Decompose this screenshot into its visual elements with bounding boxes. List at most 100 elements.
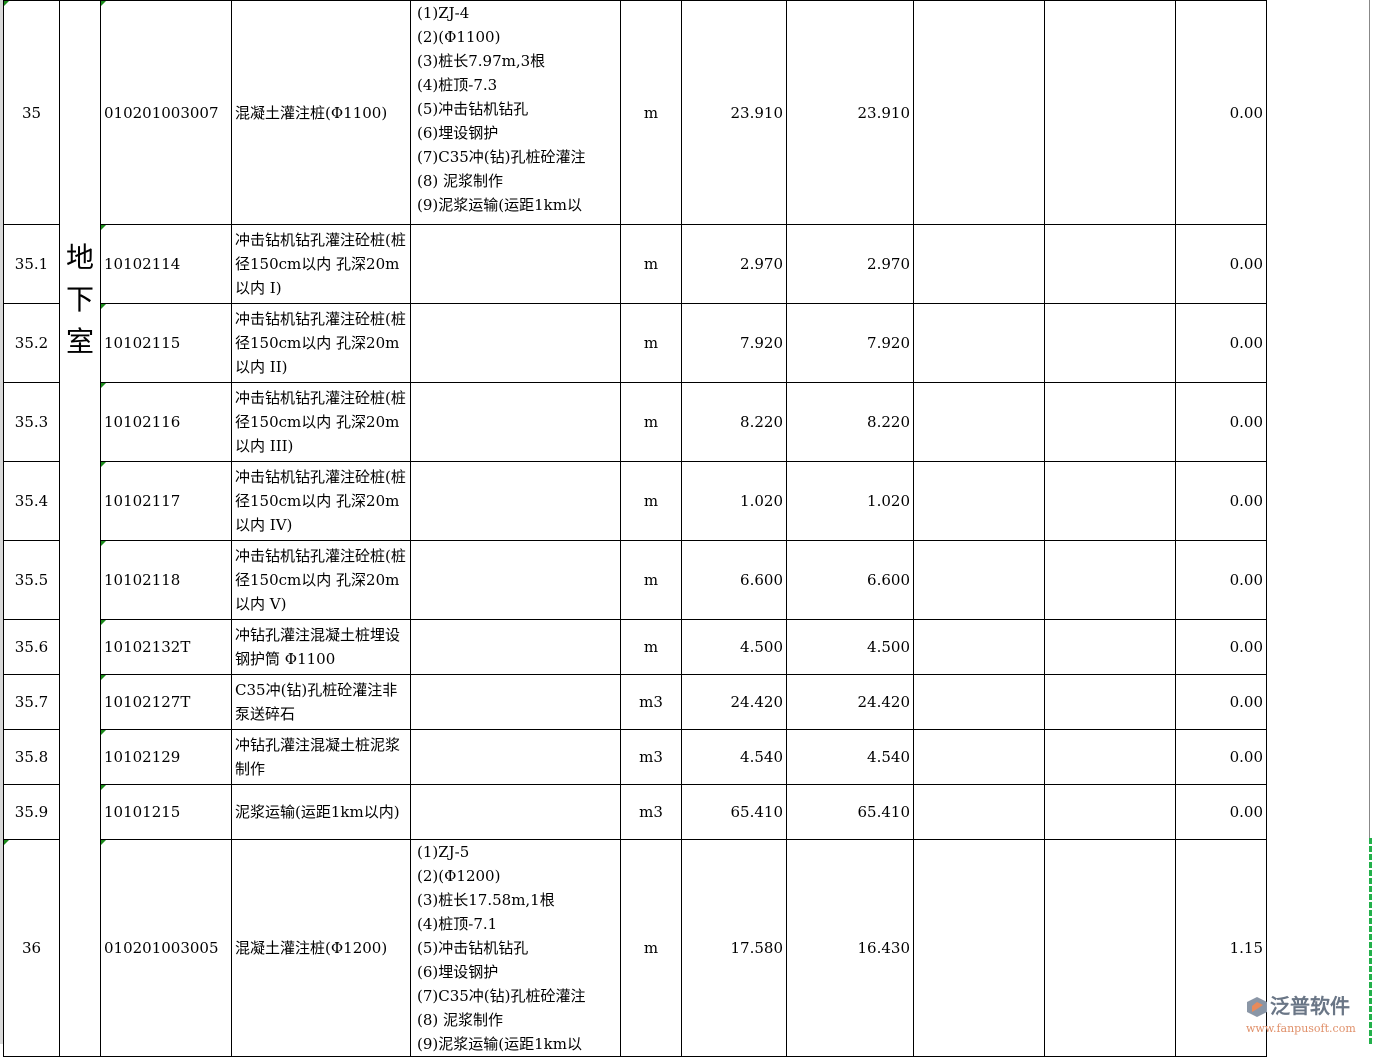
cell-col9[interactable] [1044,0,1176,225]
cell-col8[interactable] [913,729,1045,785]
cell-col8[interactable] [913,540,1045,620]
cell-col9[interactable] [1044,224,1176,304]
cell-features[interactable] [410,540,621,620]
cell-col8[interactable] [913,0,1045,225]
cell-name[interactable]: 冲击钻机钻孔灌注砼桩(桩径150cm以内 孔深20m以内 IV) [231,461,411,541]
cell-features[interactable] [410,382,621,462]
cell-code[interactable]: 10102132T [100,619,232,675]
cell-quantity[interactable]: 4.500 [681,619,787,675]
cell-name[interactable]: C35冲(钻)孔桩砼灌注非泵送碎石 [231,674,411,730]
cell-unit[interactable]: m [620,224,682,304]
cell-quantity-2[interactable]: 23.910 [786,0,914,225]
cell-features[interactable] [410,674,621,730]
cell-col9[interactable] [1044,729,1176,785]
cell-code[interactable]: 10101215 [100,784,232,840]
cell-quantity-2[interactable]: 4.540 [786,729,914,785]
cell-item-no[interactable]: 35.2 [3,303,60,383]
cell-quantity[interactable]: 23.910 [681,0,787,225]
cell-col10[interactable]: 0.00 [1175,784,1267,840]
cell-item-no[interactable]: 35.9 [3,784,60,840]
cell-code[interactable]: 010201003007 [100,0,232,225]
cell-features[interactable] [410,729,621,785]
cell-name[interactable]: 冲击钻机钻孔灌注砼桩(桩径150cm以内 孔深20m以内 III) [231,382,411,462]
cell-quantity-2[interactable]: 8.220 [786,382,914,462]
cell-name[interactable]: 泥浆运输(运距1km以内) [231,784,411,840]
cell-unit[interactable]: m3 [620,674,682,730]
cell-item-no[interactable]: 35.6 [3,619,60,675]
cell-unit[interactable]: m3 [620,784,682,840]
cell-item-no[interactable]: 35.3 [3,382,60,462]
cell-code[interactable]: 10102117 [100,461,232,541]
cell-features[interactable] [410,619,621,675]
cell-col9[interactable] [1044,619,1176,675]
cell-name[interactable]: 混凝土灌注桩(Φ1100) [231,0,411,225]
cell-col9[interactable] [1044,382,1176,462]
cell-name[interactable]: 冲钻孔灌注混凝土桩埋设钢护筒 Φ1100 [231,619,411,675]
cell-col10[interactable]: 0.00 [1175,729,1267,785]
cell-quantity[interactable]: 1.020 [681,461,787,541]
cell-col10[interactable]: 0.00 [1175,0,1267,225]
cell-name[interactable]: 冲钻孔灌注混凝土桩泥浆制作 [231,729,411,785]
cell-quantity[interactable]: 8.220 [681,382,787,462]
cell-col8[interactable] [913,619,1045,675]
cell-name[interactable]: 混凝土灌注桩(Φ1200) [231,839,411,1057]
cell-col8[interactable] [913,674,1045,730]
cell-col10[interactable]: 0.00 [1175,224,1267,304]
cell-quantity[interactable]: 7.920 [681,303,787,383]
cell-col10[interactable]: 0.00 [1175,674,1267,730]
cell-col10[interactable]: 0.00 [1175,382,1267,462]
cell-col10[interactable]: 0.00 [1175,461,1267,541]
cell-unit[interactable]: m [620,461,682,541]
cell-quantity-2[interactable]: 24.420 [786,674,914,730]
cell-code[interactable]: 10102116 [100,382,232,462]
cell-code[interactable]: 10102115 [100,303,232,383]
cell-col8[interactable] [913,303,1045,383]
cell-features[interactable] [410,303,621,383]
cell-col9[interactable] [1044,303,1176,383]
cell-quantity[interactable]: 6.600 [681,540,787,620]
cell-col9[interactable] [1044,784,1176,840]
cell-unit[interactable]: m3 [620,729,682,785]
cell-unit[interactable]: m [620,540,682,620]
cell-code[interactable]: 10102127T [100,674,232,730]
cell-code[interactable]: 10102114 [100,224,232,304]
cell-item-no[interactable]: 35.4 [3,461,60,541]
cell-item-no[interactable]: 35.7 [3,674,60,730]
cell-quantity-2[interactable]: 65.410 [786,784,914,840]
cell-item-no[interactable]: 35 [3,0,60,225]
cell-quantity-2[interactable]: 2.970 [786,224,914,304]
cell-quantity-2[interactable]: 7.920 [786,303,914,383]
cell-col10[interactable]: 0.00 [1175,540,1267,620]
cell-col8[interactable] [913,839,1045,1057]
cell-quantity[interactable]: 17.580 [681,839,787,1057]
cell-features[interactable]: (1)ZJ-5 (2)(Φ1200) (3)桩长17.58m,1根 (4)桩顶-7.1… [410,839,621,1057]
cell-quantity-2[interactable]: 1.020 [786,461,914,541]
cell-item-no[interactable]: 35.5 [3,540,60,620]
cell-item-no[interactable]: 35.8 [3,729,60,785]
cell-quantity[interactable]: 65.410 [681,784,787,840]
cell-quantity[interactable]: 24.420 [681,674,787,730]
cell-quantity-2[interactable]: 4.500 [786,619,914,675]
cell-col9[interactable] [1044,540,1176,620]
cell-features[interactable] [410,224,621,304]
cell-name[interactable]: 冲击钻机钻孔灌注砼桩(桩径150cm以内 孔深20m以内 I) [231,224,411,304]
cell-name[interactable]: 冲击钻机钻孔灌注砼桩(桩径150cm以内 孔深20m以内 II) [231,303,411,383]
cell-zone[interactable]: 地下室 [59,0,101,1057]
cell-quantity-2[interactable]: 6.600 [786,540,914,620]
cell-code[interactable]: 10102118 [100,540,232,620]
cell-quantity-2[interactable]: 16.430 [786,839,914,1057]
cell-item-no[interactable]: 35.1 [3,224,60,304]
cell-unit[interactable]: m [620,382,682,462]
cell-col10[interactable]: 0.00 [1175,303,1267,383]
cell-col8[interactable] [913,224,1045,304]
cell-col9[interactable] [1044,839,1176,1057]
cell-unit[interactable]: m [620,839,682,1057]
cell-features[interactable]: (1)ZJ-4 (2)(Φ1100) (3)桩长7.97m,3根 (4)桩顶-7.3 (… [410,0,621,225]
cell-name[interactable]: 冲击钻机钻孔灌注砼桩(桩径150cm以内 孔深20m以内 V) [231,540,411,620]
cell-col10[interactable]: 1.15 [1175,839,1267,1057]
cell-col8[interactable] [913,382,1045,462]
cell-col9[interactable] [1044,674,1176,730]
cell-quantity[interactable]: 2.970 [681,224,787,304]
cell-quantity[interactable]: 4.540 [681,729,787,785]
cell-col10[interactable]: 0.00 [1175,619,1267,675]
